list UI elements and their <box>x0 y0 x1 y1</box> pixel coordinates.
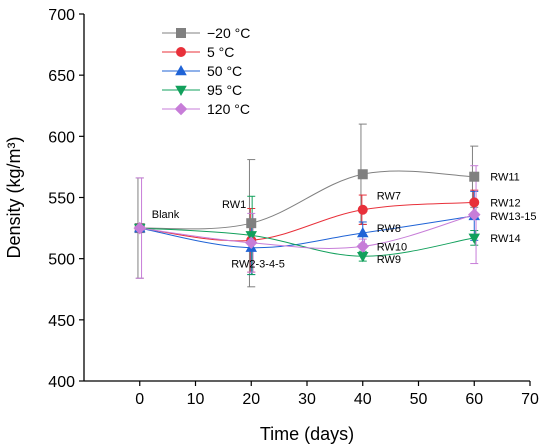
annotation-label: RW13-15 <box>490 211 536 223</box>
legend-marker <box>175 85 187 96</box>
legend-label: 5 °C <box>207 44 234 60</box>
data-point <box>133 221 146 235</box>
annotation-label: RW14 <box>490 233 520 245</box>
data-point <box>468 233 480 244</box>
data-point <box>245 231 257 242</box>
series-curve <box>139 215 475 249</box>
legend-label: 95 °C <box>207 82 242 98</box>
data-point <box>357 251 369 263</box>
data-point <box>468 208 481 221</box>
error-bars <box>135 123 479 288</box>
x-tick-label: 30 <box>298 391 316 408</box>
annotation-label: RW10 <box>377 241 407 253</box>
annotation-label: RW1 <box>222 199 246 211</box>
series-curve <box>139 170 475 230</box>
data-markers <box>133 169 481 263</box>
annotation-label: RW9 <box>377 254 401 266</box>
y-tick-label: 600 <box>48 129 75 146</box>
x-tick-label: 50 <box>410 391 428 408</box>
y-tick-label: 550 <box>48 191 75 208</box>
data-point <box>357 169 368 180</box>
y-tick-label: 650 <box>48 68 75 85</box>
x-tick-group: 0 10 20 30 40 50 60 70 <box>135 381 539 408</box>
data-point <box>356 240 369 253</box>
series-curve <box>139 201 475 242</box>
legend-marker <box>176 28 186 38</box>
y-tick-label: 400 <box>48 374 75 391</box>
y-tick-label: 450 <box>48 313 75 330</box>
data-point <box>357 204 368 215</box>
x-tick-label: 40 <box>354 391 372 408</box>
x-tick-label: 0 <box>135 391 144 408</box>
legend-label: 120 °C <box>207 101 250 117</box>
annotation-label: RW8 <box>377 223 401 235</box>
legend-marker <box>175 65 187 76</box>
x-tick-label: 10 <box>187 391 205 408</box>
series-curve <box>139 227 475 257</box>
series-curve <box>139 214 475 249</box>
x-axis-title: Time (days) <box>260 424 354 444</box>
y-tick-label: 500 <box>48 252 75 269</box>
x-tick-label: 70 <box>521 391 539 408</box>
annotation-label: RW11 <box>490 172 520 184</box>
annotation-label: RW12 <box>490 197 520 209</box>
legend-label: 50 °C <box>207 63 242 79</box>
y-tick-label: 700 <box>48 7 75 24</box>
data-point <box>469 197 480 208</box>
trend-curves <box>139 170 475 257</box>
data-point <box>246 218 257 229</box>
data-point <box>357 226 369 238</box>
legend-marker <box>174 102 188 116</box>
data-point <box>245 236 258 250</box>
legend-label: −20 °C <box>207 25 250 41</box>
annotation-label: Blank <box>152 209 180 221</box>
legend-marker <box>176 47 186 57</box>
y-axis-title: Density (kg/m³) <box>4 136 24 258</box>
x-tick-label: 60 <box>465 391 483 408</box>
annotation-label: RW2-3-4-5 <box>231 259 285 271</box>
legend: −20 °C 5 °C 50 °C 95 °C 120 °C <box>162 25 250 117</box>
data-point <box>469 171 480 182</box>
x-tick-label: 20 <box>242 391 260 408</box>
y-tick-group: 400 450 500 550 600 650 700 <box>48 7 84 391</box>
annotation-label: RW7 <box>377 191 401 203</box>
axes: 0 10 20 30 40 50 60 70 400 450 500 550 600 650 700 <box>48 7 539 408</box>
